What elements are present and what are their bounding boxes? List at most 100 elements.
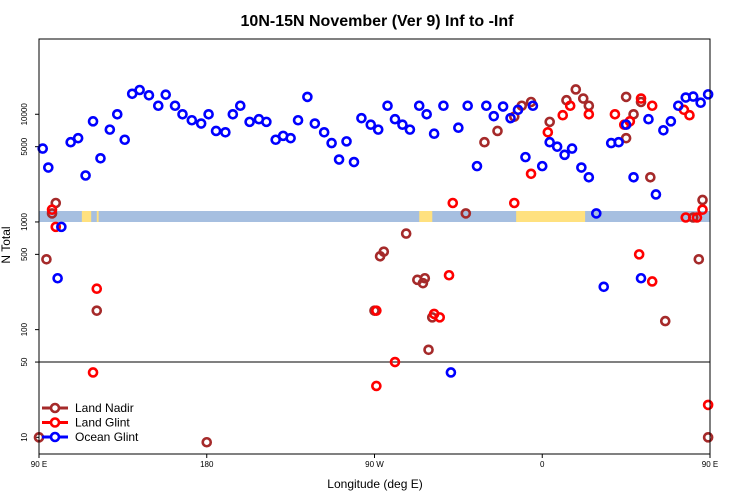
land-glint-point [646,100,658,112]
ocean-glint-point [598,281,610,293]
land-nadir-point [570,84,582,95]
x-axis: 90 E 180 90 W 0 90 E [31,454,718,469]
ocean-glint-point [302,91,313,103]
land-nadir-point [479,136,490,148]
land-glint-point [684,109,695,121]
ocean-glint-point [309,118,321,129]
ocean-glint-point [559,149,570,161]
land-segment [516,211,586,222]
land-glint-point [633,249,645,260]
ocean-glint-point [471,160,483,172]
ocean-glint-point [195,118,207,129]
ocean-glint-point [285,132,296,144]
land-segment [96,211,99,222]
legend-marker [49,402,61,414]
land-glint-point [91,283,103,294]
ocean-glint-point [186,114,198,126]
land-nadir-point [697,194,708,206]
ocean-glint-point [536,160,548,172]
land-glint-point [691,212,703,223]
land-nadir-point [620,91,632,103]
ocean-glint-point [292,114,304,126]
land-nadir-point [417,277,429,289]
land-nadir-point [620,132,632,144]
ocean-glint-point [613,136,624,148]
ocean-glint-point [169,100,181,112]
ocean-glint-point [512,104,524,116]
land-glint-point [557,109,569,121]
x-tick-label: 0 [540,460,545,469]
land-glint-point [434,312,446,323]
ocean-glint-point [650,189,662,200]
ocean-glint-point [152,100,164,112]
ocean-glint-point [628,171,639,183]
land-nadir-point [659,315,671,327]
land-nadir-point [400,228,412,239]
land-glint-point [609,108,621,120]
x-axis-label: Longitude (deg E) [327,477,422,491]
ocean-glint-point [220,127,231,138]
land-glint-point [508,197,520,209]
legend-label: Land Glint [75,416,130,430]
ocean-glint-point [210,125,222,137]
land-nadir-point [693,253,705,265]
ocean-glint-point [702,89,714,100]
ocean-glint-point [658,124,669,136]
ocean-glint-point [673,100,684,112]
land-glint-point [564,100,576,112]
y-tick-label: 1000 [20,213,29,231]
land-nadir-point [492,125,503,137]
ocean-glint-point [244,116,255,128]
land-glint-point [371,305,382,316]
land-nadir-point [201,436,213,448]
ocean-glint-point [52,272,63,284]
ocean-glint-point [134,84,145,96]
ocean-glint-point [428,128,440,140]
land-nadir-point [423,344,434,356]
land-nadir-point [460,208,472,219]
ocean-glint-point [445,367,457,378]
legend-label: Land Nadir [75,401,134,415]
land-nadir-point [41,253,52,265]
x-tick-label: 180 [200,460,214,469]
ocean-glint-point [481,100,492,112]
ocean-glint-point [87,116,99,127]
ocean-glint-point [583,171,595,183]
land-segment [419,211,433,222]
land-nadir-point [577,93,589,104]
ocean-glint-point [620,119,632,131]
ocean-glint-point [687,91,699,102]
ocean-band [39,211,710,222]
land-glint-point [447,197,459,209]
land-nadir-point [419,272,431,284]
ocean-glint-point [95,153,106,164]
y-tick-label: 50 [20,357,29,366]
legend-marker [49,431,61,443]
ocean-glint-point [404,124,416,135]
land-glint-point [389,356,401,368]
ocean-glint-point [72,132,84,144]
ocean-glint-point [104,124,116,135]
ocean-glint-point [341,136,352,147]
ocean-glint-point [348,156,360,168]
ocean-glint-point [576,162,587,173]
ocean-glint-point [143,90,155,101]
ocean-glint-point [356,112,367,124]
ocean-glint-point [160,89,172,100]
land-glint-point [635,93,647,104]
y-axis-label: N Total [0,226,13,263]
ocean-glint-point [372,124,384,135]
land-glint-point [87,367,99,378]
land-glint-point [46,204,58,215]
y-tick-label: 5000 [20,137,29,155]
ocean-glint-point [643,113,654,125]
ocean-glint-point [665,116,677,127]
ocean-glint-point [261,116,272,128]
ocean-glint-point [635,272,647,284]
land-nadir-point [702,432,714,443]
land-nadir-point [645,171,656,183]
ocean-glint-point [43,162,54,173]
y-axis: 10 50 100 500 1000 5000 10000 [20,103,39,442]
ocean-glint-point [566,143,578,154]
